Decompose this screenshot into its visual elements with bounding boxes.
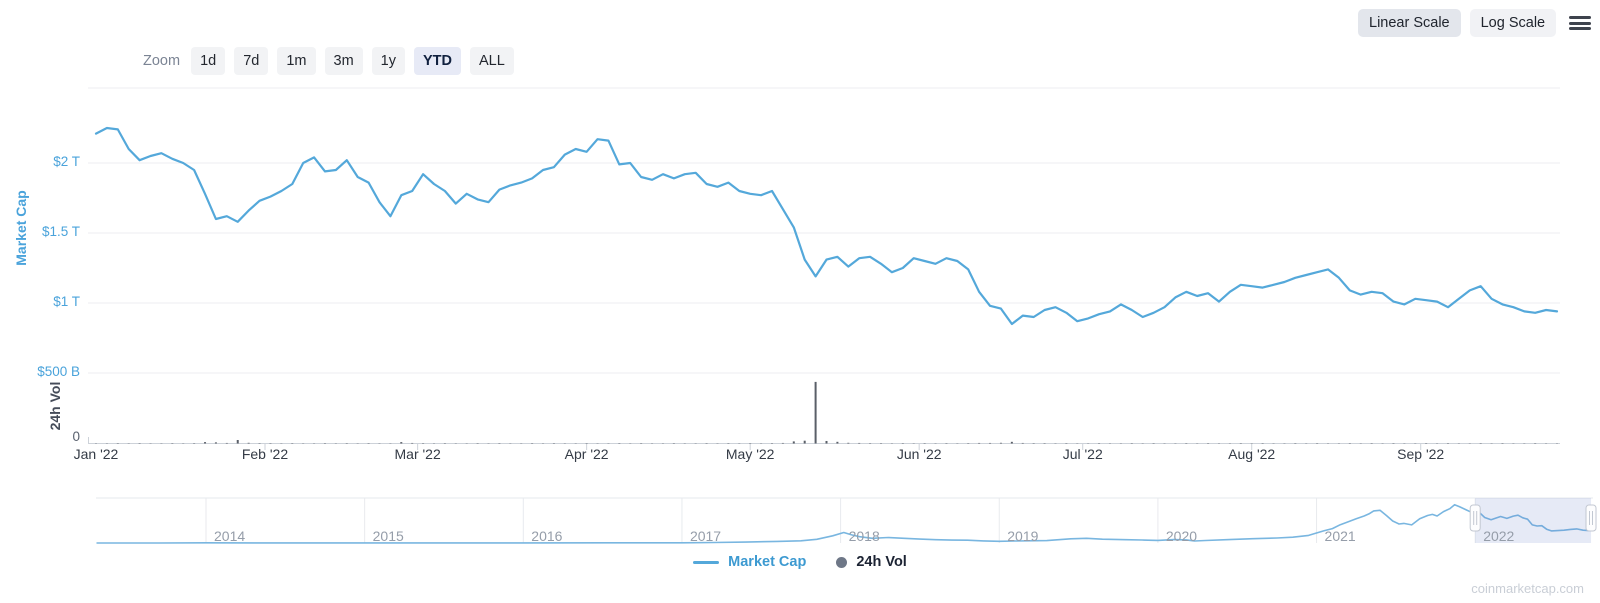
x-tick-label: May '22 — [725, 446, 775, 462]
navigator-year-label: 2016 — [531, 528, 563, 544]
scale-toggle: Linear Scale Log Scale — [1358, 9, 1592, 37]
y-tick-label-market-cap: $1.5 T — [41, 224, 80, 239]
navigator-year-label: 2019 — [1007, 528, 1039, 544]
volume-bar — [989, 442, 992, 444]
volume-bar — [803, 440, 806, 444]
navigator-left-handle[interactable] — [1469, 504, 1481, 532]
volume-bar — [1010, 441, 1013, 444]
x-tick-label: Sep '22 — [1397, 446, 1445, 462]
zoom-button-all[interactable]: ALL — [470, 47, 514, 75]
zoom-button-1d[interactable]: 1d — [191, 47, 226, 75]
navigator-year-label: 2018 — [848, 528, 880, 544]
legend-item-market-cap[interactable]: Market Cap — [693, 554, 806, 570]
y-tick-label-market-cap: $500 B — [37, 364, 80, 379]
x-tick-label: Apr '22 — [564, 446, 609, 462]
zoom-button-ytd[interactable]: YTD — [414, 47, 461, 75]
legend-label-market-cap: Market Cap — [728, 554, 807, 570]
navigator-series-line — [96, 503, 1592, 544]
x-tick-label: Jun '22 — [896, 446, 942, 462]
hamburger-menu-icon[interactable] — [1569, 14, 1592, 32]
zoom-button-1y[interactable]: 1y — [371, 47, 405, 75]
legend-item-24h-vol[interactable]: 24h Vol — [836, 554, 907, 570]
navigator-year-label: 2015 — [372, 528, 404, 544]
log-scale-button[interactable]: Log Scale — [1469, 9, 1557, 37]
zoom-button-1m[interactable]: 1m — [277, 47, 316, 75]
y-tick-label-market-cap: $1 T — [53, 294, 80, 309]
y-tick-label-volume-zero: 0 — [72, 429, 80, 444]
volume-bar — [411, 442, 414, 444]
volume-dot-swatch-icon — [836, 556, 848, 568]
market-cap-line — [94, 126, 1559, 326]
volume-bar — [214, 442, 217, 444]
volume-bar — [814, 381, 817, 444]
volume-bar — [400, 442, 403, 444]
navigator-year-label: 2017 — [689, 528, 722, 544]
zoom-button-7d[interactable]: 7d — [234, 47, 269, 75]
zoom-button-3m[interactable]: 3m — [324, 47, 363, 75]
legend-label-24h-vol: 24h Vol — [856, 554, 907, 570]
volume-bar — [978, 442, 981, 444]
navigator-right-handle[interactable] — [1585, 504, 1597, 532]
navigator-year-label: 2022 — [1483, 528, 1515, 544]
x-tick-label: Feb '22 — [241, 446, 289, 462]
zoom-label: Zoom — [143, 53, 181, 69]
zoom-controls: Zoom 1d 7d 1m 3m 1y YTD ALL — [143, 47, 514, 75]
volume-bar — [825, 440, 828, 444]
volume-bar — [858, 442, 861, 444]
volume-bar — [781, 442, 784, 444]
linear-scale-button[interactable]: Linear Scale — [1358, 9, 1461, 37]
x-tick-label: Jul '22 — [1062, 446, 1103, 462]
volume-bar — [236, 440, 239, 444]
x-tick-label: Jan '22 — [73, 446, 119, 462]
x-tick-label: Mar '22 — [394, 446, 441, 462]
volume-bar — [792, 441, 795, 444]
coinmarketcap-watermark: coinmarketcap.com — [1471, 581, 1584, 596]
x-tick-label: Aug '22 — [1228, 446, 1276, 462]
market-cap-line-swatch-icon — [693, 560, 720, 564]
chart-legend: Market Cap 24h Vol — [0, 554, 1600, 570]
volume-bar — [225, 442, 228, 444]
navigator-year-label: 2014 — [214, 528, 246, 544]
volume-bar — [999, 442, 1002, 444]
volume-bar — [247, 442, 250, 444]
volume-bar — [836, 441, 839, 444]
navigator-selected-range[interactable] — [1475, 498, 1592, 543]
volume-bar — [847, 442, 850, 444]
navigator-year-label: 2020 — [1165, 528, 1198, 544]
volume-bar — [204, 442, 207, 444]
y-tick-label-market-cap: $2 T — [53, 154, 80, 169]
volume-bar — [1021, 442, 1024, 444]
navigator-year-label: 2021 — [1324, 528, 1356, 544]
